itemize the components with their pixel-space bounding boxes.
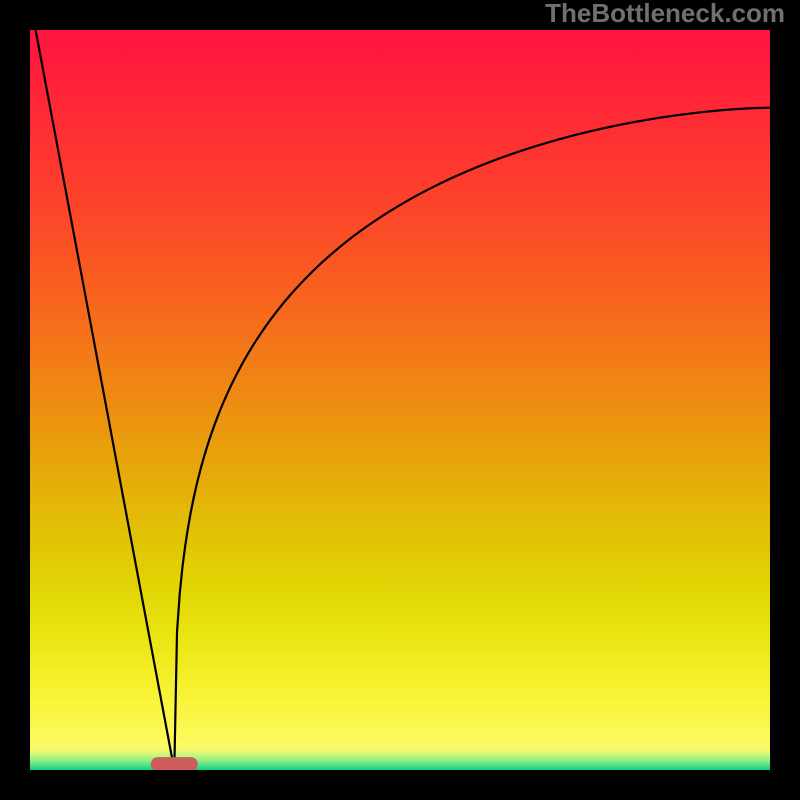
watermark-text: TheBottleneck.com xyxy=(545,0,785,28)
bottleneck-chart: TheBottleneck.com xyxy=(0,0,800,800)
optimal-marker xyxy=(151,757,198,771)
chart-background-gradient xyxy=(30,30,770,770)
